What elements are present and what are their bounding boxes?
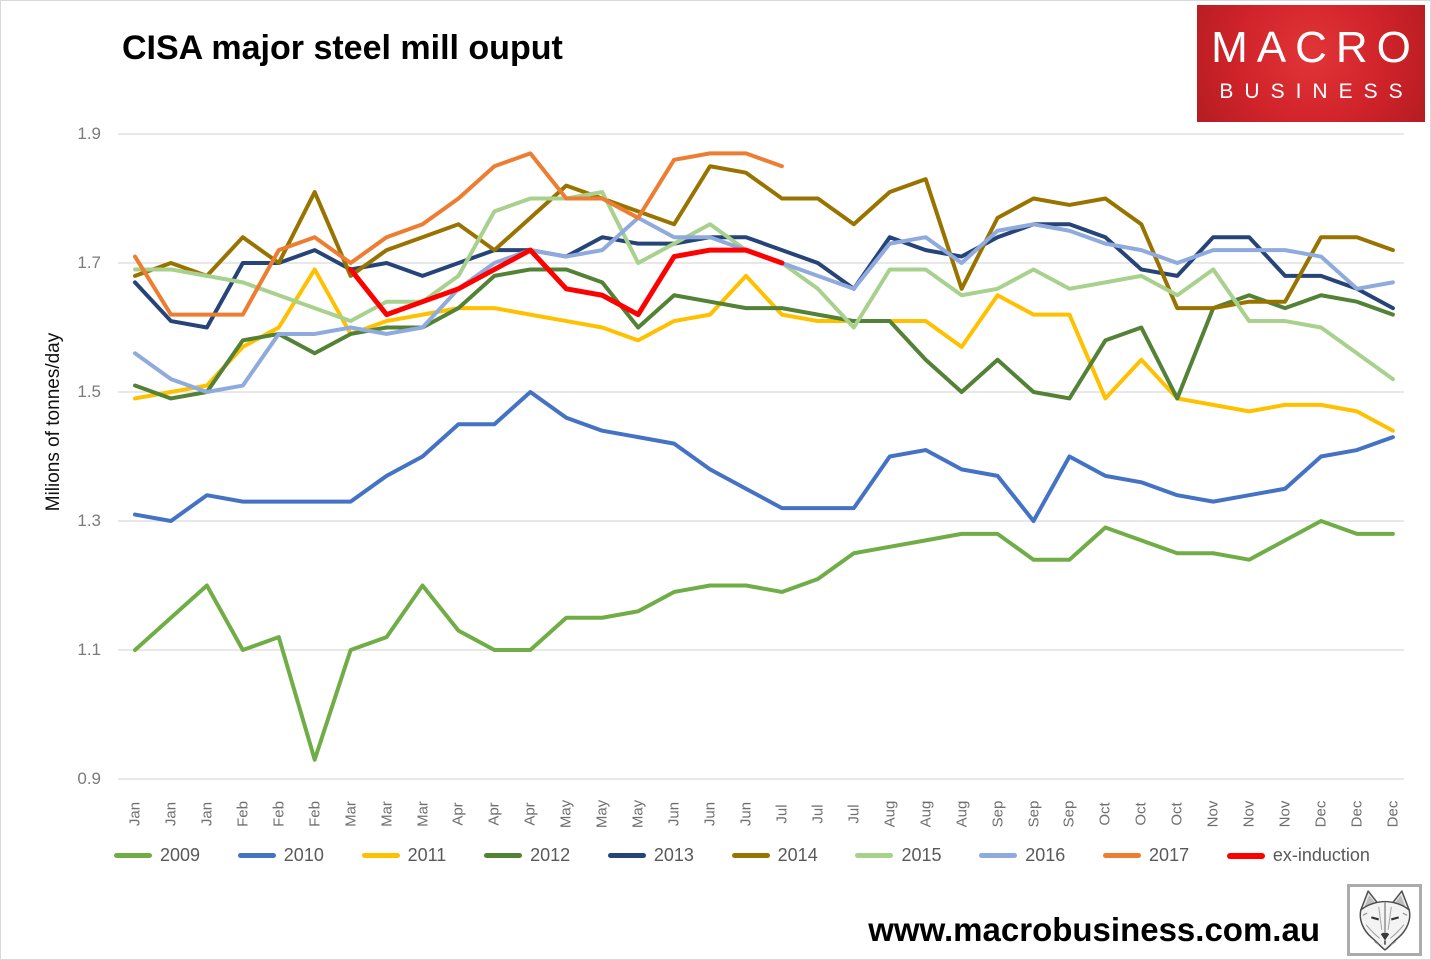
legend-item-2014: 2014 [731,845,818,866]
legend-label-2016: 2016 [1025,845,1066,865]
legend-label-2017: 2017 [1149,845,1190,865]
x-tick-label-34-Dec: Dec [1348,800,1366,828]
x-tick-label-3-Feb: Feb [234,801,252,827]
legend-label-2011: 2011 [407,845,447,865]
legend-swatch-2009 [114,853,152,858]
legend-label-2009: 2009 [160,845,201,865]
legend-label-2014: 2014 [777,845,818,865]
legend-label-2013: 2013 [653,845,694,865]
x-tick-label-28-Oct: Oct [1132,802,1150,826]
x-tick-label-23-Aug: Aug [953,800,971,828]
wolf-logo [1347,884,1422,956]
y-tick-label-1.5: 1.5 [77,382,101,401]
legend-label-2012: 2012 [530,845,571,865]
y-tick-label-0.9: 0.9 [77,769,101,788]
y-tick-label-1.1: 1.1 [77,640,101,659]
macrobusiness-logo: MACRO BUSINESS [1197,5,1425,122]
legend-swatch-ex-induction [1226,852,1265,859]
x-tick-label-9-Apr: Apr [449,802,467,826]
x-tick-label-20-Jul: Jul [845,804,863,824]
series-line-2017 [133,151,784,317]
legend-item-2017: 2017 [1103,845,1189,866]
website-url: www.macrobusiness.com.au [868,911,1320,948]
x-tick-label-11-Apr: Apr [521,802,539,826]
legend-swatch-2011 [361,853,400,858]
legend-item-2016: 2016 [979,845,1065,866]
series-line-2009 [133,519,1395,762]
y-axis-title: Milions of tonnes/day [43,332,64,512]
x-tick-label-5-Feb: Feb [306,801,324,827]
x-tick-label-26-Sep: Sep [1060,800,1078,828]
legend-label-2015: 2015 [901,845,942,865]
legend-item-2012: 2012 [484,845,570,866]
y-tick-label-1.9: 1.9 [77,124,101,143]
x-tick-label-14-May: May [629,799,647,829]
x-tick-label-6-Mar: Mar [342,801,360,827]
x-tick-label-8-Mar: Mar [414,801,432,827]
x-tick-label-7-Mar: Mar [378,801,396,827]
logo-text-macro: MACRO [1211,23,1420,72]
x-tick-label-29-Oct: Oct [1168,802,1186,826]
legend-swatch-2012 [484,853,523,858]
logo-text-business: BUSINESS [1219,80,1414,103]
x-tick-label-17-Jun: Jun [737,801,755,827]
x-tick-label-2-Jan: Jan [198,801,216,827]
wolf-sketch-icon [1359,889,1410,951]
legend-item-2010: 2010 [237,845,324,866]
series-line-ex-induction [348,247,785,318]
x-tick-label-1-Jan: Jan [162,801,180,827]
x-tick-label-33-Dec: Dec [1312,800,1330,828]
x-tick-label-19-Jul: Jul [809,804,827,824]
legend: 2009 2010 2011 2012 2013 2014 2015 2016 2017 ex-i… [114,845,1370,866]
series-line-2012 [133,267,1395,401]
x-tick-label-18-Jul: Jul [773,804,791,824]
legend-label-ex-induction: ex-induction [1272,845,1370,865]
x-tick-label-10-Apr: Apr [485,802,503,826]
legend-swatch-2017 [1103,853,1142,858]
x-tick-label-21-Aug: Aug [881,800,899,828]
x-tick-label-24-Sep: Sep [989,800,1007,828]
x-tick-label-25-Sep: Sep [1025,800,1042,828]
legend-swatch-2016 [979,853,1018,858]
legend-swatch-2014 [731,853,770,858]
x-tick-label-27-Oct: Oct [1096,802,1114,826]
chart-title: CISA major steel mill ouput [122,29,563,67]
series-lines [133,151,1395,762]
y-tick-label-1.3: 1.3 [77,511,101,530]
x-tick-label-31-Nov: Nov [1240,800,1258,828]
x-tick-label-32-Nov: Nov [1276,800,1294,828]
legend-item-2011: 2011 [361,845,447,866]
gridlines [118,133,1404,780]
legend-swatch-2015 [855,853,894,858]
legend-item-2009: 2009 [114,845,200,866]
series-line-2011 [133,267,1395,433]
legend-item-ex-induction: ex-induction [1226,845,1370,866]
x-tick-label-30-Nov: Nov [1204,800,1222,828]
x-tick-label-16-Jun: Jun [701,801,719,827]
series-line-2014 [133,164,1395,311]
series-line-2010 [133,390,1395,523]
y-tick-label-1.7: 1.7 [77,253,101,272]
x-tick-label-15-Jun: Jun [665,801,683,827]
x-tick-label-22-Aug: Aug [917,800,935,828]
x-tick-label-13-May: May [593,799,611,829]
x-tick-label-0-Jan: Jan [126,801,144,827]
legend-swatch-2013 [607,853,646,858]
legend-swatch-2010 [237,853,276,858]
x-tick-label-4-Feb: Feb [270,801,288,827]
x-tick-label-12-May: May [557,799,575,829]
legend-label-2010: 2010 [283,845,324,865]
legend-item-2013: 2013 [607,845,694,866]
x-tick-label-35-Dec: Dec [1384,800,1402,828]
legend-item-2015: 2015 [855,845,942,866]
